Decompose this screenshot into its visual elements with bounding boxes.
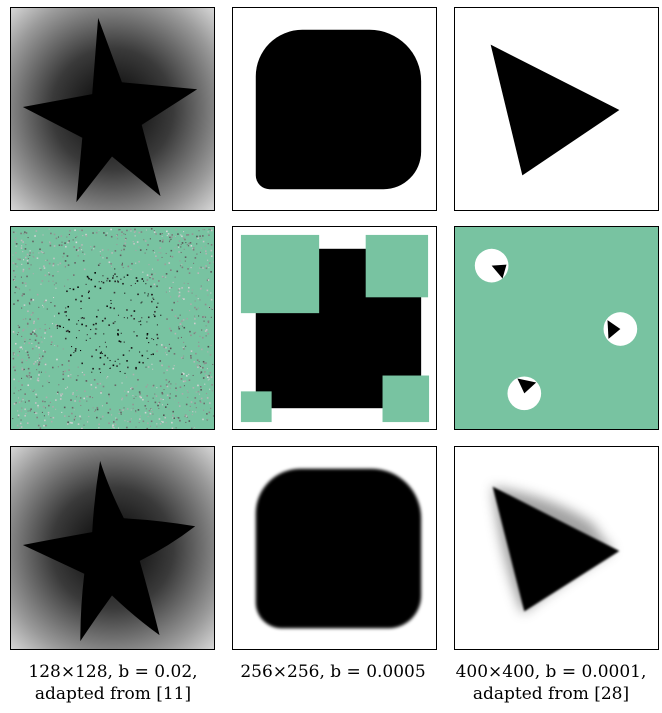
star-masked-image: [11, 227, 214, 429]
caption-rounded-square-line1: 256×256, b = 0.0005: [240, 662, 426, 682]
panel-rounded-square-reconstruction: [232, 446, 437, 650]
panel-rounded-square-original: [232, 7, 437, 211]
triangle-original-image: [490, 44, 620, 176]
mask-bottom-left: [240, 391, 272, 423]
star-shape: [22, 17, 198, 203]
panel-rounded-square-masked: [232, 226, 437, 430]
panel-triangle-reconstruction: [454, 446, 659, 650]
caption-star: 128×128, b = 0.02, adapted from [11]: [2, 661, 224, 705]
caption-star-line2: adapted from [11]: [34, 684, 192, 704]
visible-corner-1: [474, 248, 509, 283]
star-original-image: [11, 8, 214, 210]
panel-star-masked: [10, 226, 215, 430]
star-reconstruction-image: [11, 447, 214, 649]
rounded-square-reconstruction-image: [255, 468, 422, 629]
star-shape-reconstructed: [22, 460, 196, 642]
triangle-reconstruction-image: [492, 486, 620, 614]
rounded-square-masked-image: [240, 234, 430, 423]
caption-triangle-line2: adapted from [28]: [472, 684, 630, 704]
caption-rounded-square: 256×256, b = 0.0005: [222, 661, 444, 683]
visible-corner-2: [603, 312, 638, 346]
panel-star-reconstruction: [10, 446, 215, 650]
mask-top-right: [365, 234, 429, 298]
visible-corner-3: [507, 376, 542, 411]
caption-triangle: 400×400, b = 0.0001, adapted from [28]: [440, 661, 662, 705]
rounded-square-shape: [255, 29, 422, 190]
rounded-square-shape-reconstructed: [255, 468, 422, 629]
rounded-square-original-image: [255, 29, 422, 190]
mask-bottom-right: [382, 375, 430, 423]
triangle-shape-reconstructed: [492, 486, 620, 612]
panel-triangle-masked: [454, 226, 659, 430]
caption-triangle-line1: 400×400, b = 0.0001,: [455, 662, 647, 682]
triangle-masked-image: [455, 227, 658, 429]
panel-star-original: [10, 7, 215, 211]
mask-top-left: [240, 234, 320, 314]
caption-star-line1: 128×128, b = 0.02,: [28, 662, 198, 682]
noise-pixels: [12, 227, 214, 429]
triangle-shape: [490, 44, 620, 176]
panel-triangle-original: [454, 7, 659, 211]
